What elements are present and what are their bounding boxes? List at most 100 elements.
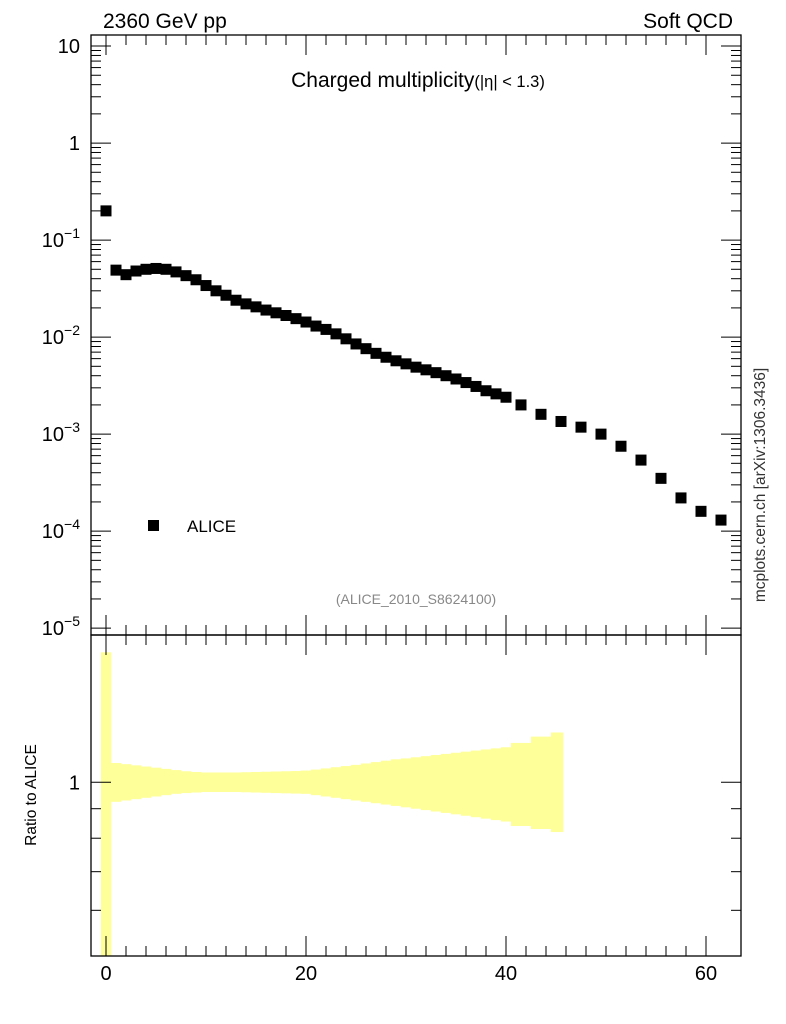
ratio-band-segment — [131, 765, 142, 800]
data-point — [110, 264, 122, 276]
chart-title-main: Charged multiplicity — [291, 69, 475, 92]
ratio-frame — [90, 634, 742, 957]
data-point — [655, 472, 667, 484]
ratio-ylabel: Ratio to ALICE — [23, 744, 40, 846]
data-point — [140, 263, 152, 275]
data-point — [460, 377, 472, 389]
data-point — [100, 205, 112, 217]
ratio-band-segment — [311, 769, 322, 796]
data-point — [340, 333, 352, 345]
y-tick-label: 10−5 — [42, 613, 80, 640]
legend-marker — [148, 520, 159, 531]
ratio-band-segment — [271, 771, 282, 794]
ratio-panel: 0 20 40 60 1 — [69, 634, 742, 985]
x-tick-label: 60 — [695, 963, 717, 985]
data-point — [330, 328, 342, 340]
data-point — [430, 367, 442, 379]
ratio-band-segment — [431, 755, 442, 812]
data-point — [130, 265, 142, 277]
ratio-y-tick-label: 1 — [69, 772, 80, 794]
data-point — [240, 298, 252, 310]
ratio-band-segment — [501, 747, 512, 822]
data-point — [450, 373, 462, 385]
data-point — [440, 370, 452, 382]
ratio-band-segment — [411, 757, 422, 809]
data-point — [715, 514, 727, 526]
data-point — [410, 361, 422, 373]
y-tick-label: 10−4 — [42, 516, 80, 543]
ratio-band-segment — [291, 771, 302, 794]
ratio-band-segment — [161, 768, 172, 796]
ratio-band-segment — [201, 772, 212, 793]
ratio-band-segment — [471, 750, 482, 818]
data-point — [180, 270, 192, 282]
x-tick-label: 40 — [495, 963, 517, 985]
ratio-band-segment — [301, 770, 312, 794]
ratio-band-segment — [331, 767, 342, 798]
data-point — [480, 385, 492, 397]
y-tick-label: 10 — [58, 36, 80, 58]
ratio-band-segment — [121, 764, 132, 801]
header-right: Soft QCD — [643, 10, 733, 33]
data-point — [230, 294, 242, 306]
ratio-band-segment — [191, 771, 202, 793]
data-point — [575, 421, 587, 433]
data-point — [260, 304, 272, 316]
ratio-band-segment — [491, 748, 502, 821]
data-point — [490, 388, 502, 400]
data-point — [210, 285, 222, 297]
data-point — [420, 364, 432, 376]
ratio-band-segment — [361, 763, 372, 802]
y-tick-label: 10−2 — [42, 322, 80, 349]
header-left: 2360 GeV pp — [103, 10, 227, 33]
ratio-band-segment — [481, 749, 492, 819]
ratio-band-segment — [211, 772, 222, 793]
ratio-band-segment — [511, 742, 532, 826]
ratio-band-segment — [391, 759, 402, 806]
ratio-band-segment — [381, 760, 392, 805]
ratio-band-segment — [141, 766, 152, 798]
ratio-band-segment — [221, 772, 232, 793]
data-point — [290, 313, 302, 325]
data-point — [615, 440, 627, 452]
ratio-band-segment — [461, 751, 472, 816]
data-point — [220, 289, 232, 301]
ratio-band-segment — [101, 652, 112, 956]
x-tick-label: 0 — [100, 963, 111, 985]
x-tick-label: 20 — [295, 963, 317, 985]
data-point — [470, 380, 482, 392]
ratio-band-segment — [351, 764, 362, 801]
ratio-band-segment — [441, 753, 452, 813]
main-panel: 10 1 10−1 10−2 10−3 10−4 10−5 ALICE — [42, 34, 742, 640]
data-point — [190, 274, 202, 286]
ratio-band-segment — [111, 763, 122, 802]
y-tick-label: 1 — [69, 133, 80, 155]
chart-title: Charged multiplicity(|η| < 1.3) — [291, 69, 545, 92]
chart-title-suffix: (|η| < 1.3) — [474, 73, 544, 91]
data-point — [390, 355, 402, 367]
data-point — [500, 391, 512, 403]
ratio-band-segment — [371, 762, 382, 804]
ratio-band-segment — [231, 772, 242, 793]
data-point — [300, 316, 312, 328]
y-tick-label: 10−1 — [42, 225, 80, 252]
data-point — [515, 399, 527, 411]
data-point — [675, 492, 687, 504]
main-frame — [90, 34, 742, 636]
data-point — [160, 263, 172, 275]
data-point — [535, 408, 547, 420]
data-point — [555, 415, 567, 427]
data-point — [380, 351, 392, 363]
ratio-band-segment — [551, 732, 564, 833]
ratio-band-segment — [241, 772, 252, 793]
legend-label: ALICE — [187, 517, 236, 536]
ratio-band-segment — [261, 771, 272, 793]
ratio-band-segment — [181, 771, 192, 794]
side-label: mcplots.cern.ch [arXiv:1306.3436] — [752, 368, 769, 602]
data-point — [635, 454, 647, 466]
ratio-band-segment — [321, 768, 332, 797]
data-point — [400, 358, 412, 370]
data-point — [320, 323, 332, 335]
data-point — [170, 266, 182, 278]
